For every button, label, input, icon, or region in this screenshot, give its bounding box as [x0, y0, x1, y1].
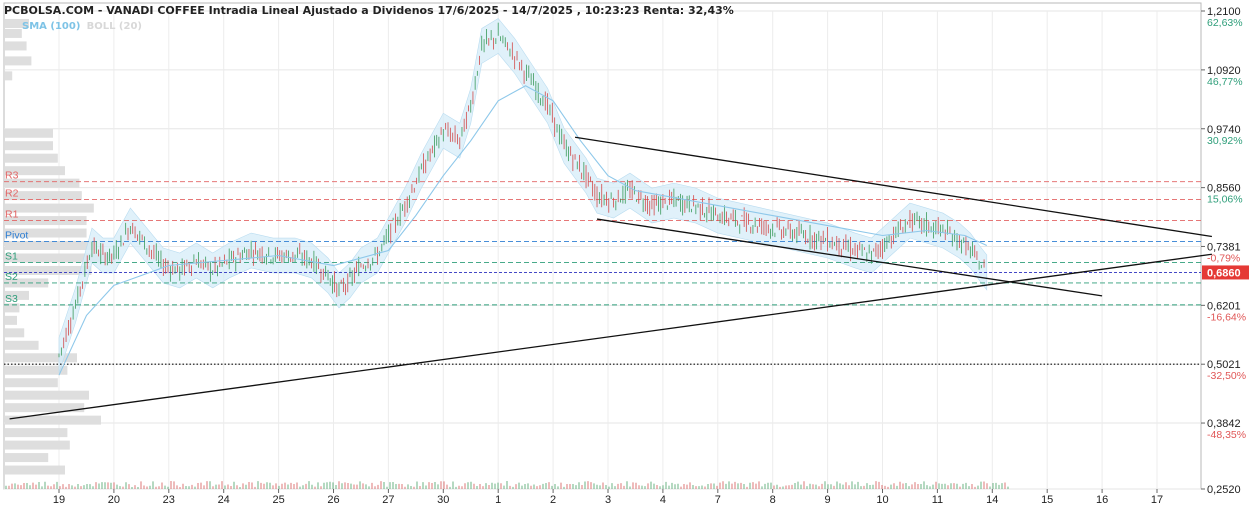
volume-profile-bar: [5, 253, 116, 263]
x-tick-label: 25: [272, 494, 284, 506]
x-tick-label: 17: [1151, 494, 1163, 506]
volume-profile-bar: [5, 18, 29, 28]
volume-profile-bar: [5, 28, 22, 38]
y-pct-label: -0,79%: [1207, 252, 1240, 264]
y-tick-label: 1,0920: [1207, 65, 1241, 77]
volume-profile-bar: [5, 378, 58, 388]
volume-profile-bar: [5, 241, 97, 251]
x-tick-label: 16: [1096, 494, 1108, 506]
x-tick-label: 9: [825, 494, 831, 506]
indicator-legend: SMA (100) BOLL (20): [22, 21, 142, 32]
x-tick-label: 20: [108, 494, 120, 506]
x-tick-label: 3: [605, 494, 611, 506]
volume-profile-bar: [5, 303, 20, 313]
x-axis: 19 20 23 24 25 26 27 30 1 2 3 4 7 8 9 10 11 14 15 16 17: [53, 489, 1163, 506]
x-tick-label: 2: [550, 494, 556, 506]
pivot-label-pivot: Pivot: [5, 230, 28, 242]
current-price-label: 0,6860: [1207, 267, 1241, 279]
volume-profile-bar: [5, 403, 85, 413]
volume-profile-bar: [5, 141, 53, 151]
y-tick-label: 0,8560: [1207, 183, 1241, 195]
price-series: [58, 22, 985, 358]
volume-profile-bar: [5, 390, 89, 400]
x-tick-label: 7: [715, 494, 721, 506]
x-tick-label: 30: [437, 494, 449, 506]
pivot-label-r2: R2: [5, 188, 19, 200]
x-tick-label: 26: [327, 494, 339, 506]
trendline-3: [9, 253, 1212, 420]
volume-profile-bar: [5, 191, 82, 201]
bollinger-band: [58, 18, 988, 373]
legend-sma[interactable]: SMA (100): [22, 21, 81, 32]
volume-profile-bar: [5, 228, 87, 238]
x-tick-label: 15: [1041, 494, 1053, 506]
volume-profile: [5, 18, 116, 475]
pivot-label-s2: S2: [5, 271, 18, 283]
volume-profile-bar: [5, 153, 58, 163]
y-tick-label: 0,6201: [1207, 300, 1241, 312]
x-tick-label: 27: [382, 494, 394, 506]
y-pct-label: -32,50%: [1207, 370, 1246, 382]
trendline-2: [596, 218, 1103, 297]
y-pct-label: -48,35%: [1207, 429, 1246, 441]
y-pct-label: 15,06%: [1207, 194, 1243, 206]
volume-profile-bar: [5, 315, 17, 325]
x-tick-label: 19: [53, 494, 65, 506]
y-tick-label: 0,2520: [1207, 484, 1241, 496]
volume-profile-bar: [5, 128, 53, 138]
volume-profile-bar: [5, 328, 25, 338]
volume-profile-bar: [5, 203, 94, 213]
x-tick-label: 24: [218, 494, 230, 506]
y-tick-label: 0,9740: [1207, 124, 1241, 136]
volume-profile-bar: [5, 428, 68, 438]
volume-profile-bar: [5, 453, 49, 463]
x-tick-label: 8: [770, 494, 776, 506]
pivot-label-r1: R1: [5, 209, 19, 221]
pivot-levels: R3 R2 R1 Pivot S1 S2 S3: [4, 170, 1201, 306]
y-pct-label: 46,77%: [1207, 76, 1243, 88]
volume-profile-bar: [5, 340, 39, 350]
y-pct-label: 62,63%: [1207, 17, 1243, 29]
trendline-1: [574, 136, 1213, 238]
y-tick-label: 0,5021: [1207, 359, 1241, 371]
y-pct-label: -16,64%: [1207, 311, 1246, 323]
volume-profile-bar: [5, 265, 92, 275]
x-tick-label: 1: [495, 494, 501, 506]
legend-boll[interactable]: BOLL (20): [86, 21, 142, 32]
volume-strip: [5, 481, 1009, 489]
volume-profile-bar: [5, 415, 101, 425]
volume-profile-bar: [5, 166, 65, 176]
x-tick-label: 11: [932, 494, 943, 506]
pivot-label-s3: S3: [5, 293, 18, 305]
chart-title: PCBOLSA.COM - VANADI COFFEE Intradia Lin…: [4, 4, 734, 17]
volume-profile-bar: [5, 71, 13, 81]
y-pct-label: 30,92%: [1207, 135, 1243, 147]
pivot-label-s1: S1: [5, 250, 18, 262]
volume-profile-bar: [5, 56, 32, 66]
current-price-box: [1202, 265, 1249, 280]
volume-profile-bar: [5, 178, 80, 188]
volume-profile-bar: [5, 290, 29, 300]
pivot-label-r3: R3: [5, 170, 19, 182]
x-tick-label: 23: [163, 494, 175, 506]
y-tick-label: 1,2100: [1207, 6, 1241, 18]
x-tick-label: 10: [876, 494, 888, 506]
y-tick-label: 0,7381: [1207, 241, 1241, 253]
volume-profile-bar: [5, 465, 65, 475]
volume-profile-bar: [5, 278, 49, 288]
volume-profile-bar: [5, 41, 27, 51]
sma-line: [58, 85, 988, 376]
volume-profile-bar: [5, 440, 70, 450]
x-tick-label: 14: [986, 494, 998, 506]
x-tick-label: 4: [660, 494, 666, 506]
volume-profile-bar: [5, 365, 68, 375]
volume-profile-bar: [5, 353, 77, 363]
y-tick-label: 0,3842: [1207, 418, 1241, 430]
